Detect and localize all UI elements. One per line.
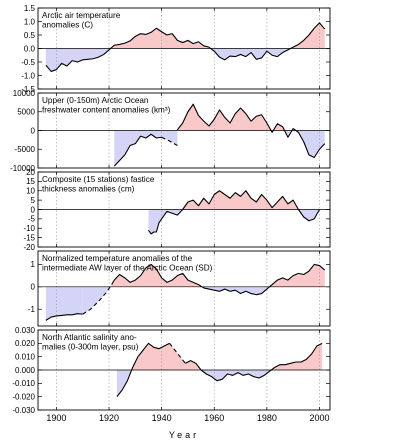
panel-2-series-line-3 — [176, 103, 326, 159]
panel-3-ytick-label: -20 — [23, 243, 35, 252]
panel-1-ytick-label: -1.5 — [21, 85, 35, 94]
panel-3-ytick-label: 5 — [31, 196, 36, 205]
panel-5-series-line-3 — [185, 342, 323, 382]
panel-2-ytick-label: 5000 — [17, 108, 35, 117]
panel-5-negative-area-3 — [185, 370, 323, 381]
panel-1-ytick-label: -1.0 — [21, 71, 35, 80]
panel-4-ytick-label: 0 — [31, 283, 36, 292]
panel-5-ytick-label: 0.030 — [15, 326, 36, 335]
panel-1-ytick-label: 1.0 — [24, 17, 36, 26]
panel-4-title-line-2: intermediate AW layer of the Arctic Ocea… — [42, 264, 213, 273]
panel-4-negative-area-1 — [45, 286, 83, 321]
panel-2-negative-area-3 — [177, 130, 325, 158]
x-tick-label: 1960 — [204, 413, 224, 423]
panel-3-ytick-label: 15 — [26, 177, 35, 186]
x-axis: Year 1900 1920 1940 1960 1980 2000 — [46, 413, 329, 440]
panel-2-negative-area-2 — [161, 130, 178, 146]
panel-5: 0.030 0.020 0.010 0.000 -0.010 -0.020 -0.030 No… — [12, 326, 331, 415]
panel-2-ytick-label: -10000 — [10, 164, 35, 173]
panel-5-series-line-1 — [116, 342, 170, 398]
panel-5-negative-area-2 — [38, 370, 330, 410]
panel-4-ytick-label: 1 — [31, 260, 36, 269]
panel-2-ytick-label: 10000 — [13, 89, 36, 98]
panel-5-ytick-label: 0.000 — [15, 366, 36, 375]
panel-3-title-line-2: thickness anomalies (cm) — [42, 185, 135, 194]
panel-4: 1 0 -1 Normalized temperature anomalies of … — [28, 250, 331, 327]
panel-2-series-line-2 — [161, 136, 178, 146]
panel-3-series-line-1 — [148, 190, 320, 235]
panel-4-title-line-1: Normalized temperature anomalies of the — [42, 254, 193, 263]
x-tick-label: 1920 — [99, 413, 119, 423]
x-tick-label: 1940 — [152, 413, 172, 423]
panel-5-ytick-label: -0.010 — [12, 379, 35, 388]
panel-3-ytick-label: 10 — [26, 187, 35, 196]
x-tick-label: 2000 — [309, 413, 329, 423]
panel-2-negative-area-1 — [114, 130, 162, 167]
x-axis-title: Year — [169, 430, 199, 440]
panel-5-series-line-2 — [169, 342, 186, 364]
panel-3-negative-area-1 — [148, 209, 320, 234]
panel-1-title-line-2: anomalies (C) — [42, 21, 93, 30]
panel-1-ytick-label: 0.5 — [24, 31, 36, 40]
panel-5-negative-area-1 — [116, 370, 170, 397]
x-tick-label: 1900 — [46, 413, 66, 423]
panel-5-title-line-1: North Atlantic salinity ano- — [42, 333, 137, 342]
panel-1: 1.5 1.0 0.5 0.0 -0.5 -1.0 -1.5 Arctic air tempe… — [21, 4, 331, 94]
panel-2-ytick-label: 0 — [31, 126, 36, 135]
panel-5-ytick-label: -0.020 — [12, 392, 35, 401]
panel-4-series-line-1 — [45, 313, 83, 321]
panel-3-ytick-label: 20 — [26, 168, 35, 177]
panel-4-series-line-3 — [111, 263, 326, 296]
panel-4-ytick-label: -1 — [28, 305, 36, 314]
panel-3-ytick-label: -15 — [23, 233, 35, 242]
panel-3-ytick-label: -10 — [23, 224, 35, 233]
panel-2: 10000 5000 0 -5000 -10000 Upper (0-150m) Arct… — [10, 89, 331, 173]
panel-1-series-line-1 — [45, 22, 326, 72]
panel-1-negative-area-1 — [45, 48, 325, 72]
panel-2-title-line-1: Upper (0-150m) Arctic Ocean — [42, 96, 149, 105]
panel-1-ytick-label: -0.5 — [21, 58, 35, 67]
panel-2-series-line-1 — [113, 133, 162, 167]
panel-4-series-line-2 — [82, 284, 113, 315]
panel-3-ytick-label: 0 — [31, 205, 36, 214]
panel-1-title-line-1: Arctic air temperature — [42, 11, 121, 20]
x-tick-label: 1980 — [257, 413, 277, 423]
panel-4-frame — [37, 250, 331, 327]
panels: 1.5 1.0 0.5 0.0 -0.5 -1.0 -1.5 Arctic air tempe… — [10, 4, 331, 415]
panel-5-title-line-2: malies (0-300m layer, psu) — [42, 343, 139, 352]
panel-1-ytick-label: 0.0 — [24, 44, 36, 53]
panel-5-ytick-label: -0.030 — [12, 406, 35, 415]
panel-2-title-line-2: freshwater content anomalies (km³) — [42, 106, 171, 115]
panel-5-ytick-label: 0.020 — [15, 339, 36, 348]
panel-5-ytick-label: 0.010 — [15, 352, 36, 361]
panel-3-ytick-label: -5 — [28, 215, 36, 224]
panel-2-ytick-label: -5000 — [15, 145, 36, 154]
panel-1-ytick-label: 1.5 — [24, 4, 36, 13]
panel-3-title-line-1: Composite (15 stations) fastice — [42, 175, 155, 184]
